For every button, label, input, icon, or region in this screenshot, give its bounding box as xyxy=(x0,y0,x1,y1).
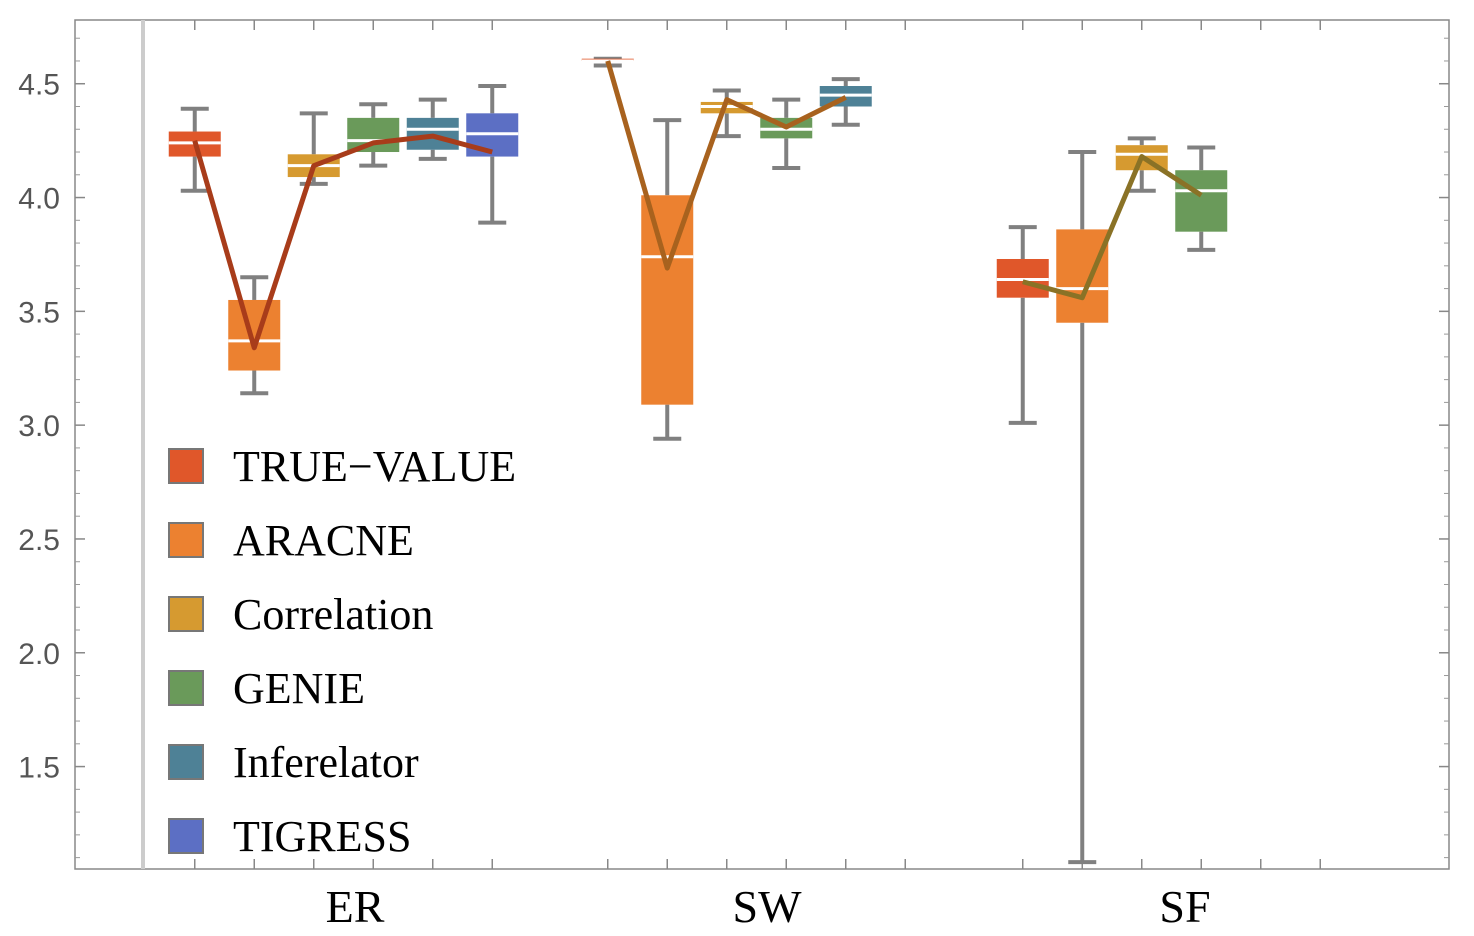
legend-swatch-5 xyxy=(168,818,204,854)
ytick-label-1: 2.0 xyxy=(18,638,60,671)
xcat-label-sw: SW xyxy=(733,881,803,932)
xcat-label-sf: SF xyxy=(1159,881,1210,932)
legend: TRUE−VALUE ARACNE Correlation GENIE Inferela… xyxy=(168,442,516,861)
box-body xyxy=(228,299,281,371)
box-correlation-sf xyxy=(1115,136,1168,193)
plot-frame xyxy=(74,19,1450,870)
mean-line-sw xyxy=(605,60,847,271)
box-aracne-sw xyxy=(641,118,694,441)
legend-label-3: GENIE xyxy=(233,664,365,713)
legend-label-5: TIGRESS xyxy=(233,812,411,861)
box-truevalue-sf xyxy=(996,225,1049,425)
legend-label-0: TRUE−VALUE xyxy=(233,442,516,491)
legend-swatch-3 xyxy=(168,670,204,706)
ytick-label-3: 3.0 xyxy=(18,410,60,443)
box-genie-sw xyxy=(760,97,813,170)
legend-label-4: Inferelator xyxy=(233,738,419,787)
ytick-label-2: 2.5 xyxy=(18,524,60,557)
legend-swatch-1 xyxy=(168,522,204,558)
box-body xyxy=(347,117,400,153)
box-tigress-er xyxy=(466,84,519,225)
box-aracne-er xyxy=(228,275,281,396)
box-body xyxy=(1056,229,1109,323)
box-series xyxy=(168,56,1228,865)
legend-label-2: Correlation xyxy=(233,590,433,639)
legend-swatch-0 xyxy=(168,448,204,484)
box-genie-sf xyxy=(1175,145,1228,252)
ytick-label-0: 1.5 xyxy=(18,752,60,785)
box-aracne-sf xyxy=(1056,150,1109,865)
xcat-label-er: ER xyxy=(326,881,385,932)
box-body xyxy=(641,195,694,405)
ytick-label-5: 4.0 xyxy=(18,183,60,216)
legend-swatch-4 xyxy=(168,744,204,780)
mean-line-sf xyxy=(1022,154,1203,301)
ytick-label-4: 3.5 xyxy=(18,296,60,329)
box-body xyxy=(1175,170,1228,232)
mean-line-er xyxy=(192,133,493,351)
axis-ticks: 1.5 2.0 2.5 3.0 3.5 4.0 4.5 ER SW SF xyxy=(18,20,1449,932)
ytick-label-6: 4.5 xyxy=(18,69,60,102)
box-truevalue-er xyxy=(168,106,221,193)
box-inferelator-sw xyxy=(819,77,872,127)
legend-label-1: ARACNE xyxy=(233,516,414,565)
box-inferelator-er xyxy=(406,97,459,161)
legend-swatch-2 xyxy=(168,596,204,632)
box-genie-er xyxy=(347,102,400,168)
mean-lines xyxy=(192,60,1203,351)
